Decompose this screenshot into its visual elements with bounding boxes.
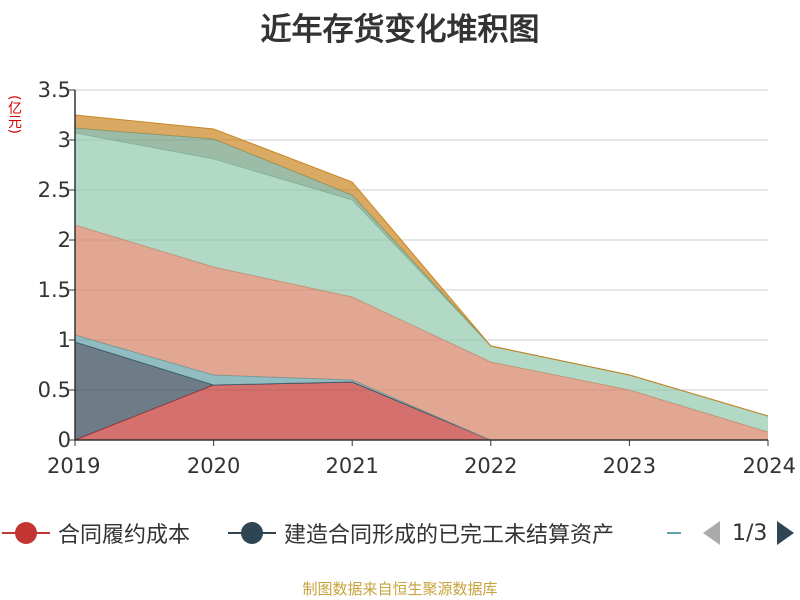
stacked-area-chart: 0 0.5 1 1.5 2 2.5 3 3.5 2019 2020 2021 2022 2023 2024 (38, 78, 796, 478)
y-tick-label: 1.5 (38, 278, 71, 302)
legend-item-partial (666, 515, 682, 551)
area-series-3[interactable] (75, 225, 768, 440)
legend: 合同履约成本 建造合同形成的已完工未结算资产 1/3 (0, 515, 800, 551)
x-tick-label: 2023 (603, 454, 656, 478)
y-axis-unit-label: (亿元) (6, 95, 22, 134)
area-series-6[interactable] (75, 115, 768, 416)
y-tick-label: 2 (58, 228, 71, 252)
legend-page-indicator: 1/3 (732, 520, 768, 546)
legend-label: 合同履约成本 (58, 523, 191, 548)
legend-item-contract-cost[interactable]: 合同履约成本 (0, 515, 190, 551)
prev-page-icon[interactable] (700, 519, 722, 547)
x-tick-label: 2024 (743, 454, 796, 478)
area-series-4[interactable] (75, 133, 768, 432)
chart-title: 近年存货变化堆积图 (260, 12, 540, 48)
legend-marker-icon (228, 522, 276, 544)
y-tick-label: 3.5 (38, 78, 71, 102)
x-tick-label: 2022 (464, 454, 517, 478)
area-series-line-6 (74, 114, 769, 417)
y-tick-label: 1 (58, 328, 71, 352)
y-tick-label: 2.5 (38, 178, 71, 202)
legend-marker-icon (2, 522, 50, 544)
legend-marker-icon (667, 532, 681, 534)
next-page-icon[interactable] (775, 519, 797, 547)
legend-label: 建造合同形成的已完工未结算资产 (284, 523, 615, 548)
y-tick-label: 0.5 (38, 378, 71, 402)
y-tick-label: 3 (58, 128, 71, 152)
y-tick-label: 0 (58, 428, 71, 452)
x-tick-label: 2019 (47, 454, 100, 478)
legend-pager: 1/3 (700, 519, 797, 547)
x-tick-label: 2021 (325, 454, 378, 478)
area-series-5[interactable] (75, 128, 768, 416)
data-source-note: 制图数据来自恒生聚源数据库 (302, 580, 498, 598)
legend-item-construction-asset[interactable]: 建造合同形成的已完工未结算资产 (226, 515, 614, 551)
x-tick-label: 2020 (187, 454, 240, 478)
